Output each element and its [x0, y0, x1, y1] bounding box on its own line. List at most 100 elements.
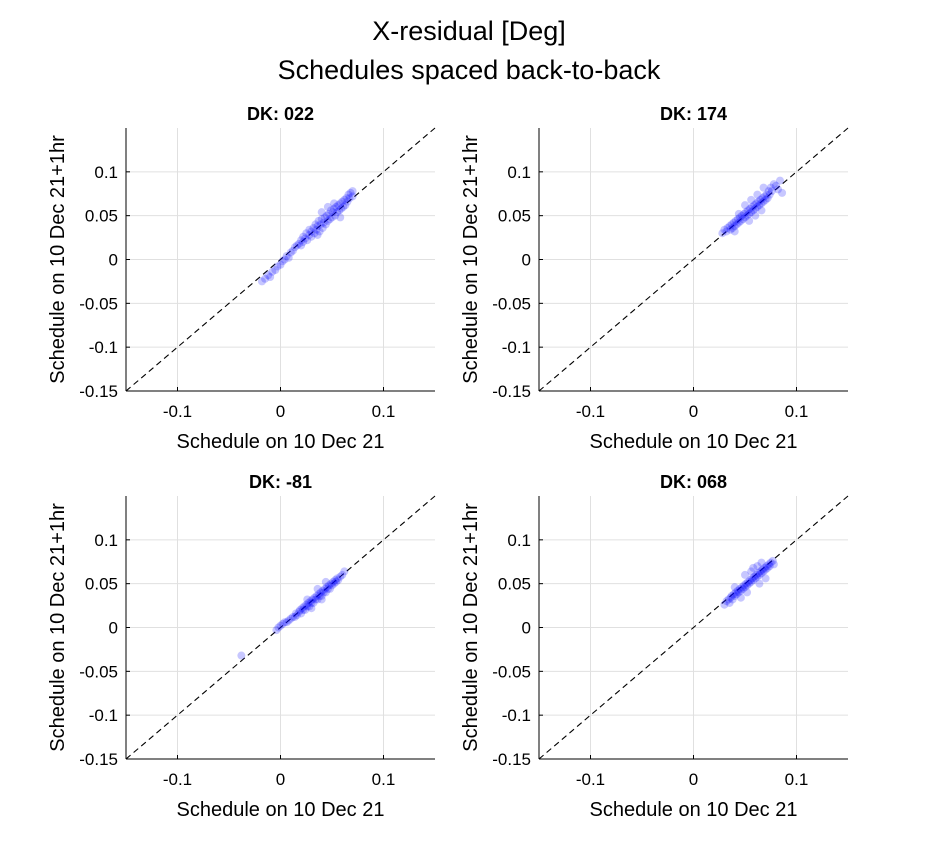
- data-point: [280, 255, 289, 264]
- x-tick-label: -0.1: [576, 402, 605, 421]
- data-point: [325, 215, 334, 224]
- data-point: [753, 190, 762, 199]
- data-point: [282, 618, 291, 627]
- data-point: [735, 213, 744, 222]
- data-point: [767, 187, 776, 196]
- data-point: [324, 581, 333, 590]
- data-point: [339, 202, 348, 211]
- data-point: [313, 595, 322, 604]
- x-tick-label: -0.1: [163, 402, 192, 421]
- data-point: [346, 188, 355, 197]
- data-point: [312, 591, 321, 600]
- data-point: [286, 248, 295, 257]
- y-tick-label: 0: [522, 251, 531, 270]
- data-point: [749, 206, 758, 215]
- reference-line: [538, 495, 849, 760]
- data-point: [297, 236, 306, 245]
- data-point: [752, 199, 761, 208]
- data-point: [300, 602, 309, 611]
- data-point: [274, 623, 283, 632]
- data-point: [271, 266, 280, 275]
- data-point: [290, 243, 299, 252]
- data-point: [313, 222, 322, 231]
- data-point: [764, 187, 773, 196]
- data-point: [288, 246, 297, 255]
- y-tick-label: 0: [109, 619, 118, 638]
- data-point: [754, 569, 763, 578]
- data-point: [745, 209, 754, 218]
- data-point: [776, 176, 785, 185]
- data-point: [727, 220, 736, 229]
- data-point: [737, 211, 746, 220]
- data-point: [757, 569, 766, 578]
- data-point: [732, 590, 741, 599]
- data-point: [765, 562, 774, 571]
- data-point: [284, 253, 293, 262]
- data-point: [261, 274, 270, 283]
- data-point: [280, 618, 289, 627]
- data-point: [328, 581, 336, 590]
- subplot-title: DK: 174: [660, 104, 727, 124]
- y-tick-label: -0.1: [502, 338, 531, 357]
- data-point: [321, 577, 330, 586]
- data-point: [315, 591, 324, 600]
- data-point: [310, 593, 319, 602]
- data-point: [273, 262, 282, 271]
- data-point: [720, 600, 729, 609]
- y-tick-label: -0.15: [79, 382, 118, 401]
- data-point: [743, 211, 752, 220]
- data-point: [326, 579, 335, 588]
- y-tick-label: -0.05: [492, 294, 531, 313]
- data-point: [725, 222, 734, 231]
- data-point: [257, 277, 266, 286]
- data-point: [759, 183, 768, 192]
- data-point: [316, 588, 325, 597]
- data-point: [291, 609, 300, 618]
- data-point: [739, 581, 748, 590]
- data-point: [768, 556, 777, 565]
- data-point: [755, 201, 764, 210]
- x-axis-label: Schedule on 10 Dec 21: [177, 431, 385, 453]
- data-point: [735, 584, 744, 593]
- y-axis-label: Schedule on 10 Dec 21+1hr: [460, 503, 482, 752]
- y-tick-label: -0.1: [502, 706, 531, 725]
- data-point: [335, 206, 344, 215]
- data-point: [276, 621, 285, 630]
- data-point: [743, 581, 752, 590]
- data-point: [334, 576, 343, 585]
- data-point: [736, 586, 745, 595]
- data-point: [334, 201, 343, 210]
- data-point: [290, 612, 299, 621]
- data-point: [754, 197, 763, 206]
- data-point: [307, 227, 316, 236]
- data-point: [336, 572, 345, 581]
- data-point: [304, 598, 313, 607]
- data-point: [333, 208, 342, 217]
- data-point: [744, 577, 753, 586]
- data-point: [749, 576, 758, 585]
- y-tick-label: 0: [109, 251, 118, 270]
- data-point: [314, 590, 323, 599]
- data-point: [344, 190, 353, 199]
- x-tick-label: 0: [689, 770, 698, 789]
- data-point: [330, 199, 339, 208]
- data-point: [323, 584, 332, 593]
- data-point: [318, 223, 327, 232]
- data-point: [299, 237, 308, 246]
- data-point: [330, 204, 339, 213]
- data-point: [321, 220, 330, 229]
- data-point: [311, 595, 320, 604]
- x-tick-label: 0.1: [372, 402, 396, 421]
- reference-line: [125, 495, 436, 760]
- data-point: [753, 562, 762, 571]
- data-point: [303, 595, 312, 604]
- data-point: [311, 220, 320, 229]
- y-tick-label: 0.1: [94, 531, 118, 550]
- data-point: [317, 215, 326, 224]
- data-point: [761, 565, 770, 574]
- data-point: [284, 616, 293, 625]
- y-tick-label: -0.05: [79, 294, 118, 313]
- data-point: [741, 583, 749, 592]
- data-point: [722, 227, 731, 236]
